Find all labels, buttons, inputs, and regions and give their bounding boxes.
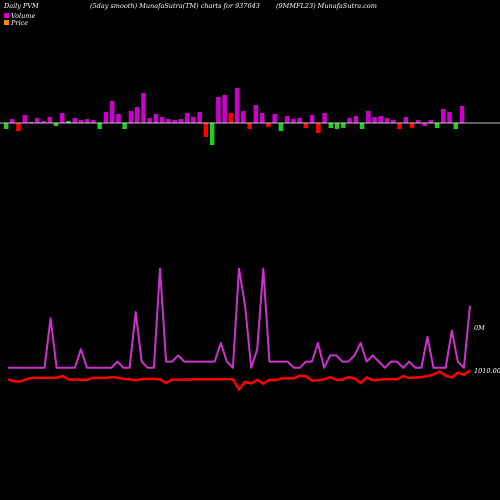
volume-bar: [253, 105, 259, 123]
volume-bar: [141, 93, 146, 123]
legend-volume-swatch: [4, 13, 9, 18]
volume-bar: [403, 117, 408, 123]
volume-bar: [328, 123, 334, 128]
volume-bar: [153, 114, 159, 123]
volume-bar: [384, 118, 390, 123]
volume-bar: [128, 111, 134, 123]
volume-bar: [234, 88, 240, 123]
volume-bar: [353, 116, 359, 123]
volume-bar: [35, 118, 40, 123]
volume-bar: [453, 123, 458, 129]
volume-bar: [284, 116, 290, 123]
volume-bar: [241, 111, 246, 123]
volume-bar: [103, 112, 109, 123]
volume-bar: [147, 118, 152, 123]
legend-price-label: Price: [10, 19, 28, 27]
volume-bar: [309, 115, 315, 123]
volume-bar: [122, 123, 127, 129]
volume-axis-label: 0M: [474, 324, 485, 332]
volume-bar: [428, 120, 433, 123]
volume-bar: [47, 117, 52, 123]
volume-bar: [184, 113, 190, 123]
volume-bar: [228, 113, 234, 123]
volume-bar: [291, 119, 296, 123]
volume-bar: [97, 123, 102, 129]
volume-bar: [372, 117, 377, 123]
volume-bar: [303, 123, 309, 128]
legend-volume-label: Volume: [11, 12, 35, 20]
volume-bar: [159, 117, 165, 123]
volume-bar: [85, 119, 90, 123]
volume-bar: [41, 121, 46, 123]
volume-bar: [216, 97, 221, 123]
volume-bar: [322, 113, 327, 123]
legend-price-swatch: [4, 20, 9, 25]
volume-bar: [91, 120, 96, 123]
volume-bar: [209, 123, 215, 145]
volume-line: [8, 267, 471, 369]
volume-bars: [3, 88, 465, 145]
volume-bar: [422, 123, 427, 126]
volume-bar: [266, 123, 271, 127]
volume-bar: [172, 120, 177, 123]
volume-bar: [359, 123, 365, 129]
volume-bar: [72, 118, 77, 123]
volume-bar: [247, 123, 252, 129]
volume-bar: [259, 113, 265, 123]
volume-bar: [109, 101, 115, 123]
volume-bar: [297, 118, 302, 123]
volume-bar: [447, 112, 452, 123]
header-center: (5day smooth) MunafaSutra(TM) charts for…: [90, 2, 260, 10]
volume-bar: [272, 114, 277, 123]
volume-bar: [222, 95, 227, 123]
volume-bar: [459, 106, 465, 123]
volume-bar: [441, 109, 446, 123]
volume-bar: [197, 112, 202, 123]
volume-bar: [134, 107, 140, 123]
volume-bar: [366, 111, 371, 123]
volume-bar: [278, 123, 284, 131]
volume-bar: [53, 123, 59, 126]
volume-bar: [341, 123, 346, 128]
volume-bar: [378, 116, 383, 123]
volume-bar: [16, 123, 21, 131]
volume-bar: [166, 119, 171, 123]
volume-bar: [203, 123, 209, 137]
volume-bar: [66, 121, 71, 123]
volume-bar: [191, 117, 196, 123]
header-left: Daily PVM: [3, 2, 39, 10]
volume-bar: [434, 123, 440, 128]
volume-bar: [347, 118, 352, 123]
volume-bar: [178, 119, 184, 123]
volume-bar: [78, 120, 84, 123]
volume-bar: [416, 120, 421, 123]
volume-bar: [10, 119, 15, 123]
volume-bar: [409, 123, 415, 128]
volume-bar: [334, 123, 340, 129]
price-line: [7, 369, 471, 392]
header-right: (9MMFL23) MunafaSutra.com: [276, 2, 377, 10]
volume-bar: [3, 123, 9, 129]
volume-bar: [391, 120, 396, 123]
price-axis-label: 1010.00: [474, 367, 500, 375]
volume-bar: [316, 123, 321, 133]
volume-bar: [116, 114, 121, 123]
volume-bar: [397, 123, 402, 129]
volume-bar: [22, 115, 27, 123]
volume-bar: [60, 113, 65, 123]
volume-bar: [28, 122, 34, 123]
